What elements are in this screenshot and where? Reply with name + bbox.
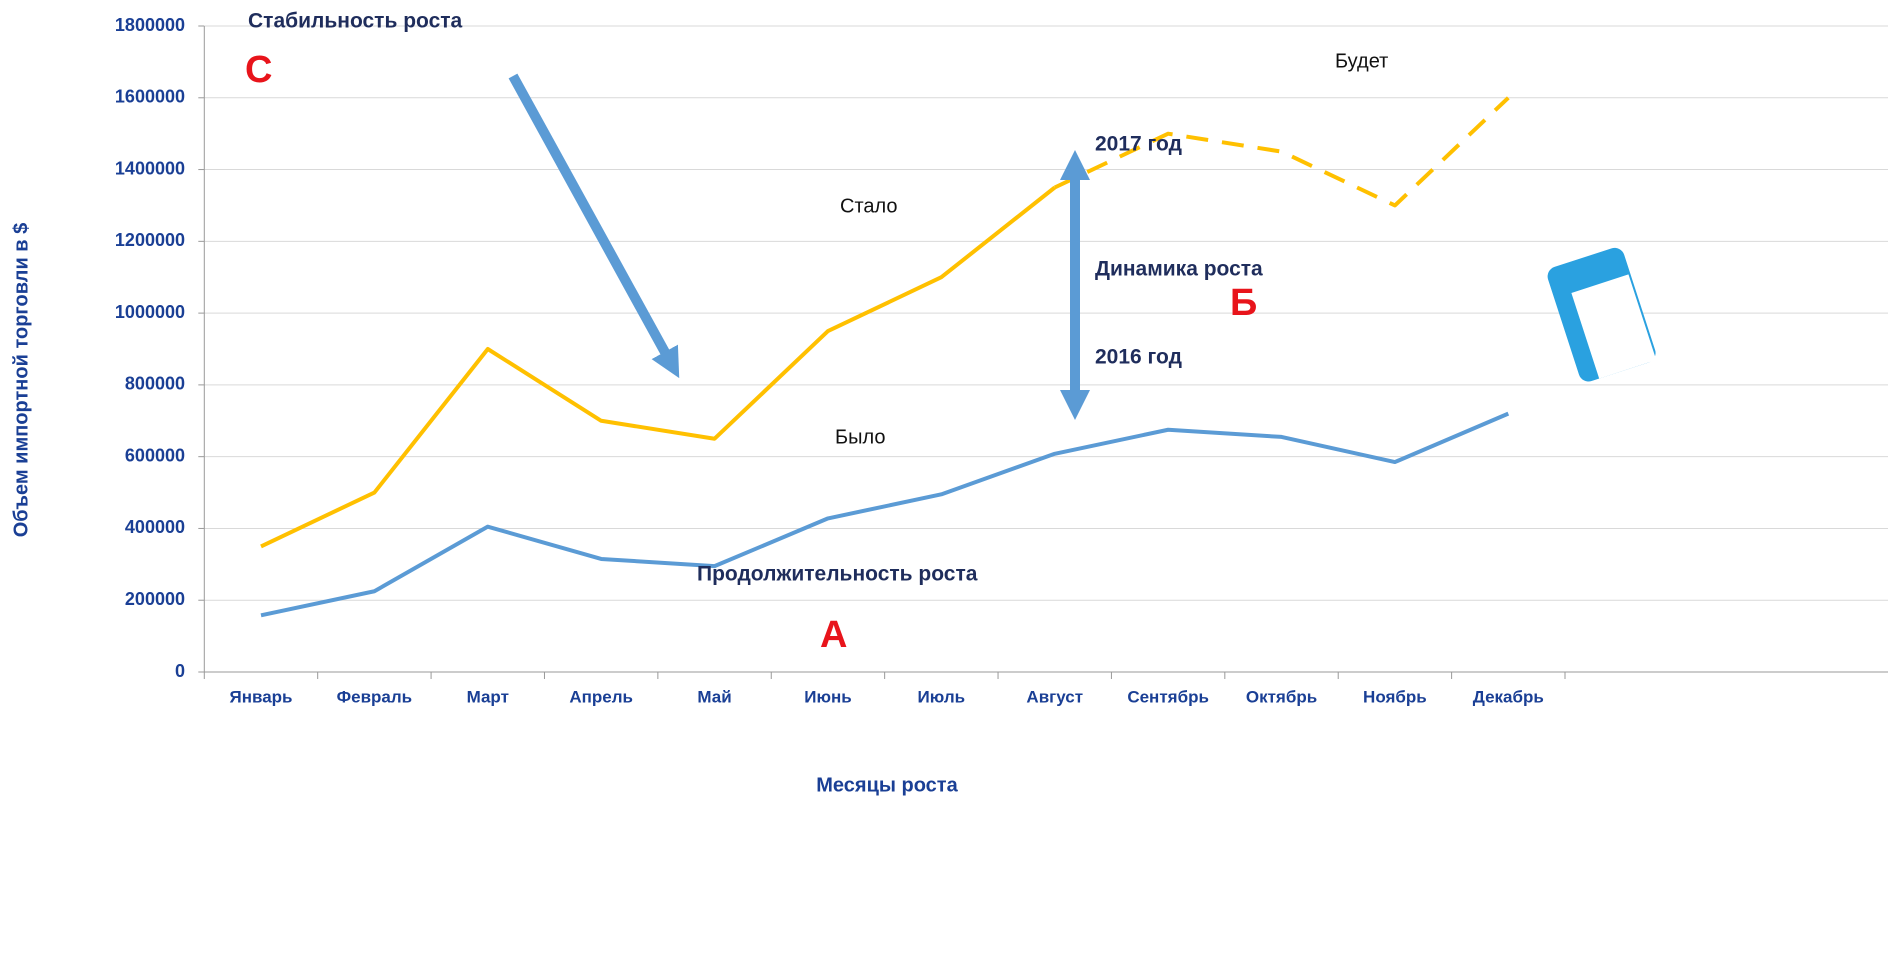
y-tick-label: 200000: [125, 589, 185, 609]
annotation: Б: [1230, 282, 1257, 324]
y-tick-label: 1000000: [115, 302, 185, 322]
annotation: Динамика роста: [1095, 258, 1263, 281]
x-axis-label: Месяцы роста: [816, 774, 958, 796]
annotation: С: [245, 49, 272, 91]
annotation: 2017 год: [1095, 133, 1182, 156]
icon: [1547, 247, 1657, 382]
y-tick-label: 400000: [125, 517, 185, 537]
y-axis-label: Объем импортной торговли в $: [10, 223, 32, 538]
x-tick-label: Ноябрь: [1363, 687, 1427, 706]
line: [260, 411, 1510, 618]
x-tick-label: Апрель: [569, 687, 633, 706]
annotation: Будет: [1335, 50, 1388, 72]
y-tick-label: 1200000: [115, 230, 185, 250]
x-tick-label: Декабрь: [1473, 687, 1544, 706]
y-tick-label: 1800000: [115, 15, 185, 35]
x-tick-label: Март: [467, 687, 509, 706]
x-tick-label: Январь: [229, 687, 292, 706]
annotation: Продолжительность роста: [697, 563, 978, 586]
plot: [260, 96, 1510, 618]
arrow: [508, 73, 680, 379]
y-tick-label: 600000: [125, 445, 185, 465]
x-tick-label: Октябрь: [1246, 687, 1317, 706]
x-tick-label: Февраль: [337, 687, 413, 706]
annotation: 2016 год: [1095, 346, 1182, 369]
line: [260, 185, 1056, 549]
y-tick-label: 800000: [125, 374, 185, 394]
y-tick-label: 1600000: [115, 87, 185, 107]
annotation: Было: [835, 426, 886, 448]
annotation: Стабильность роста: [248, 10, 463, 33]
y-tick-label: 0: [175, 661, 185, 681]
x-tick-label: Июль: [918, 687, 966, 706]
grid: 0 200000 400000 600000 800000 1000000 1200000 1…: [115, 15, 1888, 706]
x-tick-label: Май: [697, 687, 731, 706]
y-tick-label: 1400000: [115, 158, 185, 178]
line: [1053, 96, 1510, 208]
x-tick-label: Сентябрь: [1127, 687, 1209, 706]
x-tick-label: Август: [1026, 687, 1083, 706]
x-tick-label: Июнь: [804, 687, 851, 706]
annotation: А: [820, 614, 847, 656]
annotation: Стало: [840, 195, 898, 217]
